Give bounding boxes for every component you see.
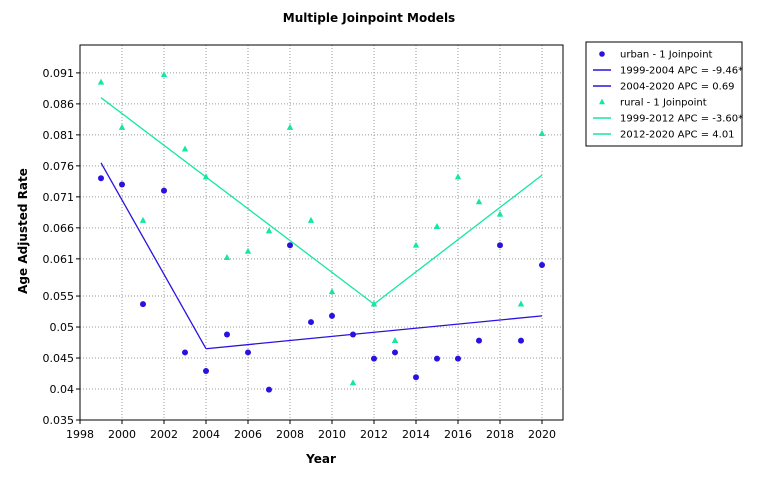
- y-tick-label: 0.04: [50, 383, 75, 396]
- joinpoint-segment-line: [373, 174, 543, 305]
- y-tick-label: 0.055: [43, 290, 75, 303]
- rural-data-point: [538, 130, 546, 137]
- rural-data-point: [244, 247, 252, 254]
- y-tick-label: 0.071: [43, 191, 75, 204]
- rural-data-point: [328, 288, 336, 295]
- x-tick-label: 2014: [402, 428, 430, 441]
- y-tick-label: 0.081: [43, 129, 75, 142]
- urban-data-point: [266, 386, 272, 393]
- y-tick-label: 0.076: [43, 160, 75, 173]
- y-axis-label: Age Adjusted Rate: [16, 168, 30, 294]
- rural-data-point: [433, 223, 441, 230]
- legend-entry-label: 2004-2020 APC = 0.69: [620, 82, 735, 93]
- urban-data-point: [182, 349, 188, 356]
- x-tick-label: 2006: [234, 428, 262, 441]
- y-tick-label: 0.045: [43, 352, 75, 365]
- rural-data-point: [412, 241, 420, 248]
- series-5: [373, 174, 543, 305]
- x-tick-label: 2004: [192, 428, 220, 441]
- urban-data-point: [245, 349, 251, 356]
- series-2: [205, 315, 543, 350]
- y-tick-label: 0.061: [43, 253, 75, 266]
- series-0: [98, 175, 545, 393]
- urban-data-point: [203, 368, 209, 375]
- y-tick-label: 0.091: [43, 67, 75, 80]
- urban-data-point: [455, 355, 461, 362]
- x-tick-label: 2020: [528, 428, 556, 441]
- x-tick-label: 2018: [486, 428, 514, 441]
- x-tick-label: 1998: [66, 428, 94, 441]
- joinpoint-segment-line: [100, 97, 375, 305]
- x-tick-label: 2016: [444, 428, 472, 441]
- legend-entry-label: 2012-2020 APC = 4.01: [620, 130, 735, 141]
- x-axis-label: Year: [305, 452, 336, 466]
- urban-data-point: [140, 301, 146, 308]
- urban-data-point: [434, 355, 440, 362]
- legend-entry-label: urban - 1 Joinpoint: [620, 50, 713, 61]
- urban-data-point: [392, 349, 398, 356]
- rural-data-point: [454, 173, 462, 180]
- chart-title: Multiple Joinpoint Models: [283, 11, 455, 25]
- rural-data-point: [349, 379, 357, 386]
- rural-data-point: [223, 254, 231, 261]
- legend-entry-label: rural - 1 Joinpoint: [620, 98, 707, 109]
- legend-circle-marker: [599, 51, 605, 57]
- rural-data-point: [517, 300, 525, 307]
- series-4: [100, 97, 375, 305]
- x-tick-label: 2010: [318, 428, 346, 441]
- x-axis-ticks: 1998 2000 2002 2004 2006 2008 2010 2012 2014 2016…: [66, 420, 556, 441]
- rural-data-point: [118, 123, 126, 130]
- plot-area: [79, 44, 564, 421]
- rural-data-point: [139, 216, 147, 223]
- rural-data-point: [475, 198, 483, 205]
- y-tick-label: 0.035: [43, 414, 75, 427]
- series-1: [100, 162, 207, 350]
- rural-data-point: [496, 210, 504, 217]
- rural-data-point: [97, 78, 105, 85]
- urban-data-point: [224, 331, 230, 338]
- urban-data-point: [371, 355, 377, 362]
- rural-data-point: [391, 337, 399, 344]
- y-tick-label: 0.086: [43, 98, 75, 111]
- rural-data-point: [181, 145, 189, 152]
- rural-data-point: [307, 216, 315, 223]
- joinpoint-segment-line: [205, 315, 543, 350]
- urban-data-point: [497, 242, 503, 249]
- urban-data-point: [539, 262, 545, 269]
- urban-data-point: [98, 175, 104, 182]
- urban-data-point: [413, 374, 419, 381]
- x-tick-label: 2002: [150, 428, 178, 441]
- legend-entry-label: 1999-2012 APC = -3.60*: [620, 114, 743, 125]
- y-tick-label: 0.05: [50, 321, 75, 334]
- urban-data-point: [329, 312, 335, 319]
- joinpoint-segment-line: [100, 162, 207, 350]
- rural-data-point: [160, 71, 168, 78]
- y-tick-label: 0.066: [43, 222, 75, 235]
- grid-lines: [80, 45, 563, 420]
- urban-data-point: [161, 187, 167, 194]
- urban-data-point: [287, 242, 293, 249]
- rural-data-point: [286, 123, 294, 130]
- urban-data-point: [476, 337, 482, 344]
- legend-box: [585, 41, 743, 147]
- x-tick-label: 2008: [276, 428, 304, 441]
- legend-triangle-marker: [599, 98, 605, 105]
- rural-data-point: [265, 227, 273, 234]
- urban-data-point: [119, 181, 125, 188]
- series-layer: [97, 71, 546, 393]
- urban-data-point: [308, 319, 314, 326]
- legend-entry-label: 1999-2004 APC = -9.46*: [620, 66, 743, 77]
- x-tick-label: 2000: [108, 428, 136, 441]
- urban-data-point: [518, 337, 524, 344]
- y-axis-ticks: 0.035 0.04 0.045 0.05 0.055 0.061 0.066 0.071 0.…: [43, 67, 80, 427]
- x-tick-label: 2012: [360, 428, 388, 441]
- legend: urban - 1 Joinpoint 1999-2004 APC = -9.46…: [585, 41, 743, 147]
